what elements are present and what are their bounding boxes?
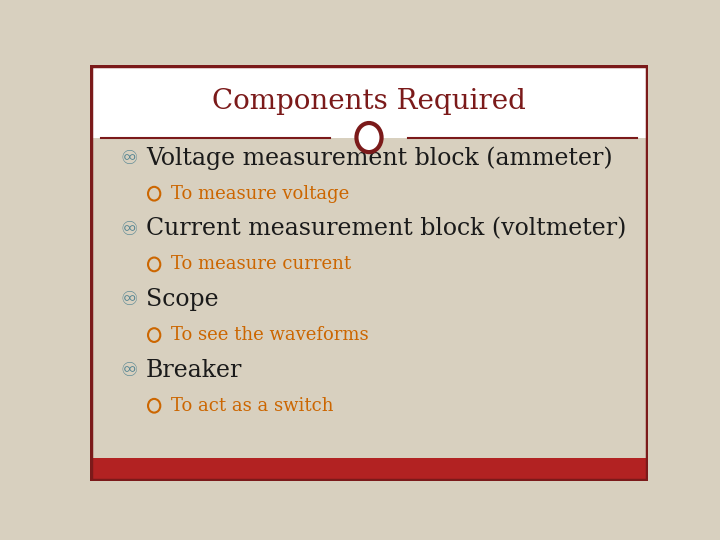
Text: ♾: ♾	[120, 149, 138, 168]
Text: Breaker: Breaker	[145, 359, 242, 382]
Text: ♾: ♾	[120, 220, 138, 239]
Text: To measure voltage: To measure voltage	[171, 185, 349, 202]
FancyBboxPatch shape	[90, 65, 648, 138]
Text: To act as a switch: To act as a switch	[171, 397, 333, 415]
Text: To measure current: To measure current	[171, 255, 351, 273]
Ellipse shape	[356, 123, 382, 152]
Text: Components Required: Components Required	[212, 87, 526, 114]
Text: Voltage measurement block (ammeter): Voltage measurement block (ammeter)	[145, 146, 613, 170]
Text: ♾: ♾	[120, 361, 138, 380]
FancyBboxPatch shape	[90, 458, 648, 481]
Text: Scope: Scope	[145, 288, 218, 311]
Text: To see the waveforms: To see the waveforms	[171, 326, 369, 344]
Text: Current measurement block (voltmeter): Current measurement block (voltmeter)	[145, 218, 626, 240]
Text: ♾: ♾	[120, 290, 138, 309]
